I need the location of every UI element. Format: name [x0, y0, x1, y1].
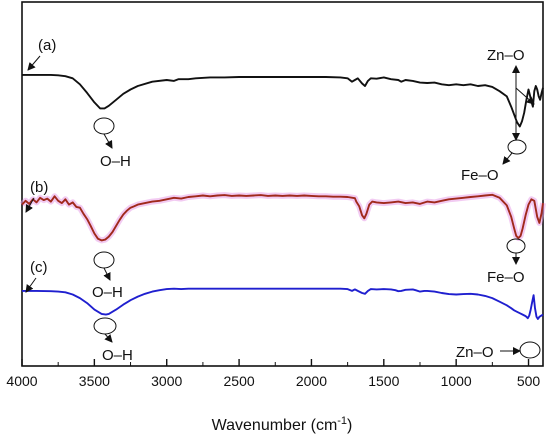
a-feo-circle	[507, 139, 527, 155]
a-oh-arrow	[103, 133, 113, 149]
c-zno-circle	[519, 341, 541, 359]
c-oh-circle	[93, 317, 117, 335]
x-tick-label-3000: 3000	[151, 373, 182, 389]
b-oh-label: O–H	[92, 284, 123, 301]
series-a-label-arrow	[27, 55, 41, 71]
x-axis-ticks: 4000 3500 3000 2500 2000 1500 1000 500	[6, 359, 540, 389]
series-b-label: (b)	[30, 179, 48, 196]
c-oh-arrow	[104, 333, 113, 343]
a-feo-label: Fe–O	[461, 167, 499, 184]
b-feo-label: Fe–O	[487, 269, 525, 286]
x-tick-label-500: 500	[517, 373, 541, 389]
a-feo-arrow	[502, 152, 513, 165]
c-zno-label: Zn–O	[456, 344, 494, 361]
x-tick-label-3500: 3500	[79, 373, 110, 389]
series-c-label: (c)	[30, 259, 48, 276]
b-oh-arrow	[103, 267, 111, 281]
a-oh-circle	[93, 117, 115, 135]
plot-frame	[21, 1, 544, 367]
series-b-label-arrow	[25, 197, 35, 213]
c-oh-label: O–H	[102, 347, 133, 364]
b-oh-circle	[93, 251, 115, 269]
x-tick-label-1000: 1000	[441, 373, 472, 389]
series-b-line	[21, 193, 544, 242]
a-zno-label: Zn–O	[487, 47, 525, 64]
x-tick-label-1500: 1500	[368, 373, 399, 389]
x-axis-title: Wavenumber (cm-1)	[212, 415, 353, 434]
series-a-line	[22, 73, 544, 128]
x-tick-label-2500: 2500	[224, 373, 255, 389]
b-feo-circle	[506, 238, 526, 254]
x-tick-label-4000: 4000	[6, 373, 37, 389]
series-b-glow	[19, 191, 546, 244]
a-oh-label: O–H	[100, 153, 131, 170]
series-c-label-arrow	[25, 277, 37, 293]
x-tick-label-2000: 2000	[296, 373, 327, 389]
series-c-line	[22, 287, 544, 320]
a-zno-arrow-right	[515, 87, 535, 105]
series-a-label: (a)	[38, 37, 56, 54]
